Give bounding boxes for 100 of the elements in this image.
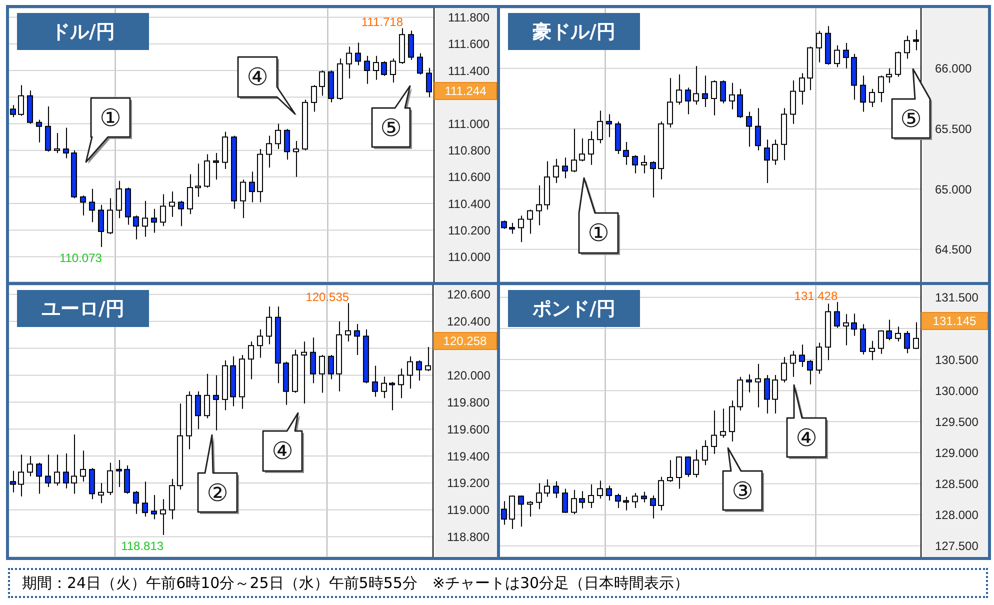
y-tick-label: 64.500 [935, 242, 972, 257]
text: 豪ドル/円 [532, 20, 616, 44]
candlestick [398, 368, 404, 399]
annotation: ② [206, 478, 228, 506]
candlestick [240, 179, 246, 219]
candlestick [711, 410, 717, 454]
candlestick [151, 208, 157, 234]
candlestick [834, 44, 840, 68]
candlestick [54, 454, 60, 486]
candlestick [781, 356, 787, 383]
y-tick-label: 65.000 [935, 182, 972, 196]
y-tick-label: 130.500 [935, 352, 979, 367]
candlestick [764, 139, 770, 184]
candlestick [373, 55, 379, 80]
y-tick-label: 119.800 [447, 395, 490, 410]
text: ポンド/円 [532, 296, 616, 322]
y-tick-label: 120.600 [447, 288, 491, 302]
candlestick [878, 330, 884, 354]
candlestick [527, 500, 533, 518]
y-tick-label: 119.000 [447, 503, 490, 518]
text: ユーロ/円 [42, 296, 124, 322]
candlestick [816, 342, 822, 374]
y-tick-label: 120.000 [447, 368, 491, 382]
candlestick [869, 88, 875, 108]
candlestick [579, 490, 585, 510]
candlestick [623, 496, 629, 511]
y-tick-label: 111.600 [448, 37, 490, 52]
candlestick [650, 495, 656, 519]
candlestick [249, 171, 255, 203]
candlestick [720, 80, 726, 104]
candlestick [160, 194, 166, 227]
candlestick [693, 65, 699, 106]
candlestick [904, 35, 910, 60]
candlestick [501, 500, 507, 526]
candlestick [36, 119, 42, 143]
candlestick [571, 128, 577, 173]
candlestick [693, 449, 699, 478]
candlestick [248, 341, 254, 380]
candlestick [416, 360, 422, 382]
candlestick [80, 195, 86, 216]
candlestick [764, 374, 770, 414]
candlestick [790, 350, 796, 378]
candlestick [169, 191, 175, 218]
candlestick [641, 154, 647, 174]
candlestick [606, 114, 612, 138]
candlestick [597, 110, 603, 144]
y-tick-label: 110.600 [448, 170, 491, 184]
y-tick-label: 130.000 [935, 384, 979, 398]
y-tick-label: 120.400 [447, 314, 491, 329]
candlestick [213, 374, 219, 431]
candlestick [790, 80, 796, 124]
y-tick-label: 129.000 [935, 446, 979, 460]
y-tick-label: 66.000 [935, 62, 972, 76]
candlestick [98, 482, 104, 504]
candlestick [843, 314, 849, 346]
candlestick [632, 492, 638, 508]
candlestick [702, 75, 708, 108]
y-tick-label: 131.500 [935, 290, 979, 305]
candlestick [301, 341, 307, 404]
candlestick [562, 157, 568, 179]
y-tick-label: 110.800 [448, 144, 491, 158]
candlestick [310, 337, 316, 384]
candlestick [328, 354, 334, 380]
annotation: 118.813 [120, 539, 164, 554]
candlestick [772, 374, 778, 414]
annotation: 110.073 [58, 251, 102, 266]
y-tick-label: 128.000 [935, 508, 979, 522]
candlestick [904, 330, 910, 354]
candlestick [676, 456, 682, 490]
candlestick [107, 198, 113, 235]
annotation: ① [100, 104, 122, 132]
candlestick [266, 135, 272, 168]
candlestick [518, 495, 524, 528]
y-tick-label: 110.000 [448, 250, 491, 264]
candlestick [71, 434, 77, 494]
candlestick [737, 88, 743, 118]
candlestick [10, 104, 16, 118]
candlestick [509, 495, 515, 530]
candlestick [553, 480, 559, 499]
candlestick [195, 163, 201, 198]
candlestick [372, 365, 378, 398]
candlestick [641, 491, 647, 503]
candlestick [407, 356, 413, 390]
y-tick-label: 111.800 [448, 10, 490, 25]
candlestick [275, 123, 281, 150]
candlestick [142, 200, 148, 238]
y-tick-label: 111.400 [448, 64, 490, 78]
candlestick [195, 390, 201, 430]
candlestick [133, 214, 139, 240]
candlestick [685, 456, 691, 478]
y-tick-label: 118.800 [447, 530, 490, 544]
candlestick [895, 326, 901, 342]
candlestick [124, 464, 130, 494]
candlestick [588, 130, 594, 166]
candlestick [623, 141, 629, 166]
text: 期間：24日（火）午前6時10分～25日（水）午前5時55分 ※チャートは30分足（日本時間表示） [22, 574, 690, 592]
annotation: ④ [796, 424, 818, 452]
candlestick [536, 184, 542, 226]
candlestick [518, 215, 524, 243]
candlestick [632, 154, 638, 174]
